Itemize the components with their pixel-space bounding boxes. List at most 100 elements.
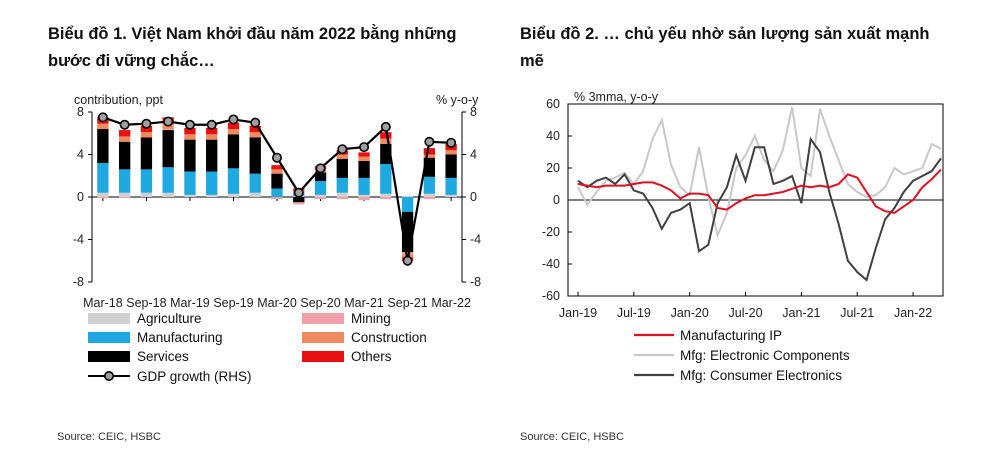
- chart2-y-tick-label: 40: [546, 129, 560, 143]
- chart1-bar-construction: [358, 156, 370, 161]
- chart1-bar-manufacturing: [140, 169, 153, 193]
- chart1-left-tick-label: -8: [73, 275, 84, 289]
- chart1-bar-others: [380, 132, 392, 139]
- chart1-bar-manufacturing: [380, 164, 392, 194]
- chart1-bar-construction: [140, 132, 153, 138]
- chart1-x-tick-label: Mar-18: [83, 296, 123, 310]
- chart1-bar-agriculture: [227, 193, 240, 197]
- chart1-bar-construction: [423, 154, 436, 158]
- chart1-bar-manufacturing: [401, 197, 414, 212]
- chart1-bar-agriculture: [380, 193, 392, 197]
- chart2-x-tick-label: Jan-19: [559, 306, 597, 320]
- chart1-bar-others: [140, 125, 153, 133]
- chart2-y-tick-label: 20: [546, 161, 560, 175]
- chart1-gdp-point: [141, 118, 152, 129]
- chart1-source: Source: CEIC, HSBC: [57, 431, 161, 443]
- chart1-x-tick-label: Mar-21: [344, 296, 384, 310]
- chart1-svg: contribution, ppt% y-o-y8 84 40 0-4 -4-8 -8Ma…: [73, 93, 481, 384]
- chart1-bar-services: [118, 141, 131, 170]
- chart1-bar-services: [227, 134, 240, 169]
- chart1-bar-mining: [314, 197, 327, 200]
- chart1-legend-label-agriculture: Agriculture: [137, 311, 202, 326]
- chart1-bar-services: [358, 160, 370, 178]
- chart1-legend-swatch-construction: [302, 332, 344, 343]
- chart2-y-tick-label: -40: [542, 257, 560, 271]
- chart2-y-tick-label: -20: [542, 225, 560, 239]
- chart1-right-tick-label: -4: [470, 233, 481, 247]
- chart1-bar-construction: [227, 129, 240, 135]
- chart1-bar-manufacturing: [118, 169, 131, 193]
- chart1-legend-swatch-agriculture: [88, 313, 130, 324]
- chart1-bar-mining: [336, 197, 348, 200]
- chart1-x-tick-label: Sep-19: [213, 296, 253, 310]
- chart1-bar-mining: [293, 202, 305, 205]
- chart1-right-tick-label: 8: [470, 105, 477, 119]
- chart1-legend-swatch-mining: [302, 313, 344, 324]
- chart1-gdp-point: [315, 163, 326, 174]
- chart1-bar-agriculture: [140, 192, 153, 197]
- chart1-bar-services: [423, 157, 436, 177]
- chart1-gdp-point: [402, 255, 413, 266]
- chart1-bar-services: [271, 173, 283, 189]
- chart1-bar-manufacturing: [97, 163, 109, 193]
- chart1-bar-manufacturing: [445, 177, 457, 195]
- chart1-bar-agriculture: [314, 194, 327, 197]
- chart1-bar-services: [184, 139, 196, 172]
- chart1-gdp-point: [424, 136, 435, 147]
- chart1-bar-construction: [97, 123, 109, 129]
- chart1-right-tick-label: 4: [470, 148, 477, 162]
- chart1-bar-agriculture: [249, 192, 261, 197]
- chart2-legend-label-0: Manufacturing IP: [680, 328, 782, 343]
- chart2-legend-label-1: Mfg: Electronic Components: [680, 348, 850, 363]
- chart1-title: Biểu đồ 1. Việt Nam khởi đầu năm 2022 bằ…: [48, 25, 457, 70]
- chart1-bar-agriculture: [423, 193, 436, 197]
- chart1-bar-services: [162, 130, 174, 168]
- chart1-bar-agriculture: [118, 192, 131, 197]
- chart1-legend-label-others: Others: [351, 349, 392, 364]
- chart1-bar-agriculture: [162, 192, 174, 197]
- chart1-gdp-point: [446, 137, 457, 148]
- chart2-x-tick-label: Jul-20: [729, 306, 763, 320]
- chart1-bar-manufacturing: [162, 167, 174, 193]
- chart1-bar-manufacturing: [206, 171, 218, 195]
- chart1-bar-others: [227, 122, 240, 129]
- chart1-legend-label-mining: Mining: [351, 311, 391, 326]
- chart1-bar-services: [445, 154, 457, 178]
- chart1-bar-manufacturing: [314, 181, 327, 195]
- chart1-bar-manufacturing: [336, 177, 348, 193]
- chart1-legend-label-services: Services: [137, 349, 189, 364]
- chart1-bar-agriculture: [401, 195, 414, 197]
- chart1-x-tick-label: Sep-20: [300, 296, 340, 310]
- chart1-bar-services: [380, 143, 392, 165]
- chart1-bar-construction: [206, 134, 218, 140]
- chart1-bar-construction: [380, 138, 392, 144]
- chart2-legend-label-2: Mfg: Consumer Electronics: [680, 368, 842, 383]
- chart2-x-tick-label: Jul-19: [617, 306, 651, 320]
- chart1-gdp-point: [184, 119, 195, 130]
- chart1-left-tick-label: 0: [77, 190, 84, 204]
- chart1-bar-manufacturing: [358, 177, 370, 195]
- chart1-bar-agriculture: [336, 192, 348, 197]
- chart1-bar-construction: [184, 134, 196, 140]
- chart1-bar-services: [140, 137, 153, 170]
- chart1-right-tick-label: 0: [470, 190, 477, 204]
- chart1-left-tick-label: 8: [77, 105, 84, 119]
- chart1-gdp-point: [293, 187, 304, 198]
- chart1-gdp-point: [119, 119, 130, 130]
- chart1-bar-others: [423, 148, 436, 155]
- chart1-legend-label-gdp: GDP growth (RHS): [137, 369, 252, 384]
- chart1-right-axis-label: % y-o-y: [436, 93, 479, 107]
- chart1-gdp-point: [97, 112, 108, 123]
- chart1-legend-swatch-others: [302, 351, 344, 362]
- chart1-bar-manufacturing: [271, 188, 283, 197]
- chart1-bar-others: [206, 127, 218, 135]
- chart1-bar-services: [97, 129, 109, 163]
- chart1-bar-others: [249, 125, 261, 133]
- chart1-bar-mining: [380, 197, 392, 200]
- chart1-bar-services: [401, 211, 414, 253]
- chart1-x-tick-label: Mar-22: [431, 296, 471, 310]
- chart2-line-2: [577, 136, 942, 282]
- chart1-legend-gdp-marker: [104, 370, 115, 381]
- chart1-bar-services: [293, 197, 305, 203]
